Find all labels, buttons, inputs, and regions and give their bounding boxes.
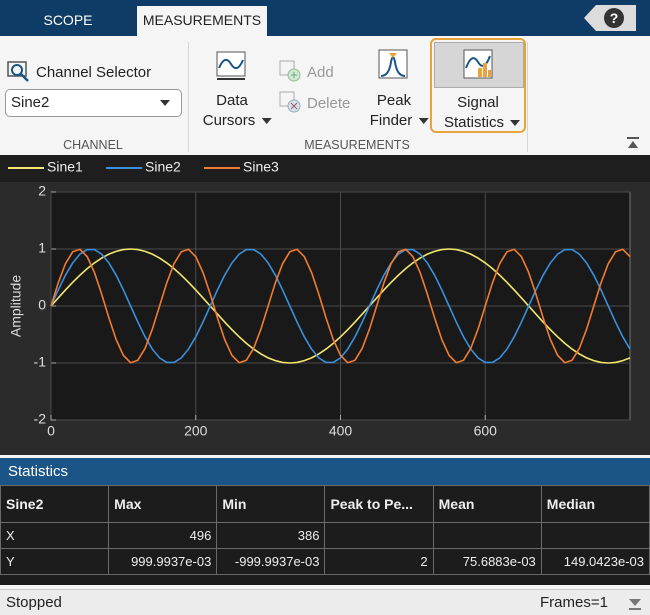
stat-row: Y 999.9937e-03 -999.9937e-03 2 75.6883e-03 14… bbox=[0, 548, 650, 575]
button-label: Statistics bbox=[443, 114, 521, 131]
data-cursors-icon bbox=[216, 51, 246, 80]
y-tick-label: 2 bbox=[38, 183, 46, 199]
tab-bar: SCOPE MEASUREMENTS ? bbox=[0, 0, 650, 36]
column-header: Peak to Pe... bbox=[324, 485, 434, 523]
series-line bbox=[50, 248, 631, 364]
delete-icon bbox=[279, 91, 301, 113]
series-line bbox=[50, 248, 631, 364]
legend-bar bbox=[0, 155, 650, 182]
row-label: Y bbox=[0, 548, 110, 575]
separator bbox=[188, 42, 189, 152]
data-cursors-button[interactable]: Data Cursors bbox=[203, 46, 272, 136]
button-label-text: Cursors bbox=[202, 112, 256, 129]
stat-row: X 496 386 bbox=[0, 522, 650, 549]
button-label: Data bbox=[216, 92, 248, 109]
y-tick-label: -2 bbox=[34, 411, 47, 427]
stat-cell: 75.6883e-03 bbox=[432, 548, 542, 575]
button-label: Finder bbox=[370, 112, 429, 129]
dropdown-caret bbox=[261, 118, 272, 125]
status-bar: Stopped Frames=1 bbox=[0, 589, 650, 615]
button-label-text: Statistics bbox=[443, 114, 505, 131]
button-label: Signal bbox=[457, 94, 499, 111]
stat-cell: 999.9937e-03 bbox=[108, 548, 218, 575]
stat-cell: 149.0423e-03 bbox=[540, 548, 650, 575]
status-menu[interactable] bbox=[628, 598, 642, 610]
stat-cell: 2 bbox=[324, 548, 434, 575]
help-icon: ? bbox=[604, 8, 624, 28]
channel-selector-label: Channel Selector bbox=[36, 64, 152, 81]
dropdown-caret bbox=[510, 120, 521, 127]
x-tick-label: 0 bbox=[47, 423, 55, 439]
statistics-header: Statistics bbox=[0, 458, 650, 485]
signal-statistics-icon bbox=[463, 49, 493, 79]
legend-label: Sine1 bbox=[47, 159, 83, 175]
channel-dropdown[interactable]: Sine2 bbox=[5, 89, 182, 117]
status-state: Stopped bbox=[6, 594, 62, 611]
delete-button[interactable]: Delete bbox=[307, 95, 351, 112]
button-label: Peak bbox=[376, 92, 412, 109]
dropdown-caret bbox=[160, 100, 170, 106]
button-label-text: Finder bbox=[369, 112, 413, 129]
legend-label: Sine2 bbox=[145, 159, 181, 175]
scope-display: Amplitude -2 -1 0 1 2 0 200 400 600 Sine1 Sine2 Sin… bbox=[0, 155, 650, 455]
add-icon bbox=[279, 60, 301, 82]
header-row: Sine2 Max Min Peak to Pe... Mean Median bbox=[0, 485, 650, 523]
legend-label: Sine3 bbox=[243, 159, 279, 175]
section-label: MEASUREMENTS bbox=[304, 138, 410, 152]
stat-cell bbox=[432, 522, 542, 549]
stat-cell: -999.9937e-03 bbox=[216, 548, 326, 575]
peak-finder-icon bbox=[378, 49, 408, 79]
stat-cell bbox=[324, 522, 434, 549]
peak-finder-button[interactable]: Peak Finder bbox=[367, 46, 429, 136]
row-label: X bbox=[0, 522, 110, 549]
column-header: Median bbox=[540, 485, 650, 523]
tab-scope[interactable]: SCOPE bbox=[43, 12, 93, 28]
column-header: Min bbox=[216, 485, 326, 523]
dropdown-caret bbox=[418, 118, 429, 125]
y-tick-label: 1 bbox=[38, 240, 46, 256]
stat-cell bbox=[540, 522, 650, 549]
channel-icon bbox=[7, 61, 29, 82]
column-header: Mean bbox=[432, 485, 542, 523]
stat-cell: 386 bbox=[216, 522, 326, 549]
column-header: Sine2 bbox=[0, 485, 110, 523]
separator bbox=[527, 42, 528, 152]
help-button[interactable]: ? bbox=[584, 5, 636, 31]
channel-value: Sine2 bbox=[11, 94, 50, 111]
add-button[interactable]: Add bbox=[307, 64, 334, 81]
x-tick-label: 600 bbox=[474, 423, 498, 439]
statistics-title: Statistics bbox=[8, 463, 69, 480]
y-tick-label: -1 bbox=[34, 354, 47, 370]
x-tick-label: 400 bbox=[329, 423, 353, 439]
statistics-panel: Sine2 Max Min Peak to Pe... Mean Median X 496 38… bbox=[0, 485, 650, 585]
statistics-table: Sine2 Max Min Peak to Pe... Mean Median X 496 38… bbox=[0, 485, 650, 575]
frame-count: Frames=1 bbox=[540, 594, 608, 611]
ribbon: Channel Selector Sine2 CHANNEL Data Curs… bbox=[0, 36, 650, 156]
stat-cell: 496 bbox=[108, 522, 218, 549]
collapse-ribbon[interactable] bbox=[626, 136, 640, 150]
y-tick-label: 0 bbox=[38, 297, 46, 313]
x-tick-label: 200 bbox=[184, 423, 208, 439]
button-label: Cursors bbox=[203, 112, 272, 129]
tab-measurements[interactable]: MEASUREMENTS bbox=[137, 6, 267, 36]
section-label: CHANNEL bbox=[63, 138, 123, 152]
column-header: Max bbox=[108, 485, 218, 523]
signal-statistics-button[interactable]: Signal Statistics bbox=[430, 38, 526, 133]
y-axis-label: Amplitude bbox=[8, 275, 24, 337]
